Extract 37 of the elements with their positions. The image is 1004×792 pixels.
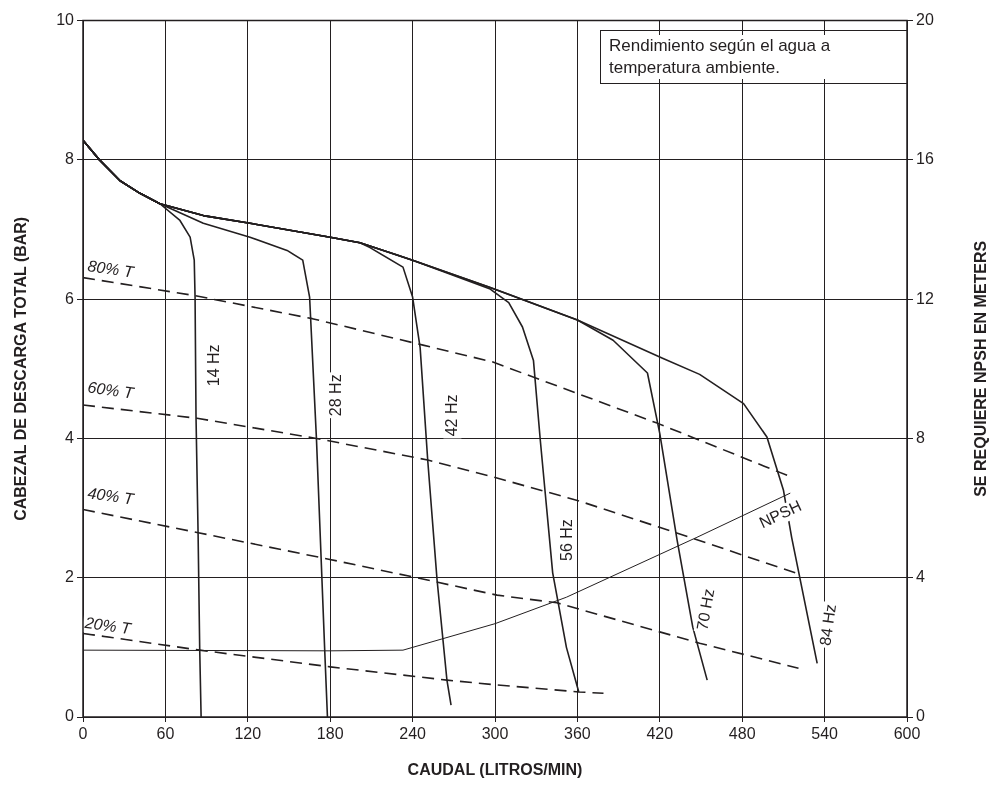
x-tick-label: 60 (156, 725, 175, 743)
y-tick-label: 6 (65, 289, 75, 307)
y2-tick-label: 4 (916, 568, 925, 586)
y-tick-label: 10 (56, 11, 75, 29)
text: 40% T (86, 484, 136, 508)
y2-axis-title: SE REQUIERE NPSH EN METERS (972, 240, 990, 497)
text: 56 Hz (558, 519, 576, 562)
text: 70 Hz (693, 587, 718, 632)
x-tick-label: 360 (564, 725, 591, 743)
y2-tick-label: 8 (916, 428, 925, 446)
x-tick-label: 180 (316, 725, 344, 743)
text: 42 Hz (442, 394, 460, 437)
text: 14 Hz (205, 344, 223, 387)
text: 84 Hz (816, 603, 839, 647)
text: 20% T (82, 613, 134, 638)
x-tick-label: 300 (481, 725, 509, 743)
y-tick-label: 2 (65, 568, 75, 586)
x-tick-label: 600 (893, 725, 921, 743)
x-tick-label: 540 (811, 725, 839, 743)
y-tick-label: 4 (65, 428, 75, 446)
text: 80% T (86, 257, 136, 281)
y2-tick-label: 16 (916, 150, 934, 168)
text: 60% T (86, 378, 136, 402)
x-tick-label: 240 (399, 725, 427, 743)
x-tick-label: 480 (728, 725, 756, 743)
annotation: Rendimiento según el agua a temperatura ambiente. (609, 35, 844, 79)
x-tick-label: 420 (646, 725, 674, 743)
y2-tick-label: 12 (916, 289, 934, 307)
y-axis-title: CABEZAL DE DESCARGA TOTAL (BAR) (12, 216, 30, 521)
x-tick-label: 120 (234, 725, 262, 743)
y-tick-label: 8 (65, 150, 75, 168)
x-axis-title: CAUDAL (LITROS/MIN) (407, 760, 583, 778)
x-tick-label: 0 (78, 725, 88, 743)
y2-tick-label: 20 (916, 11, 934, 29)
y2-tick-label: 0 (916, 707, 925, 725)
y-tick-label: 0 (65, 707, 75, 725)
text: 28 Hz (327, 374, 345, 417)
